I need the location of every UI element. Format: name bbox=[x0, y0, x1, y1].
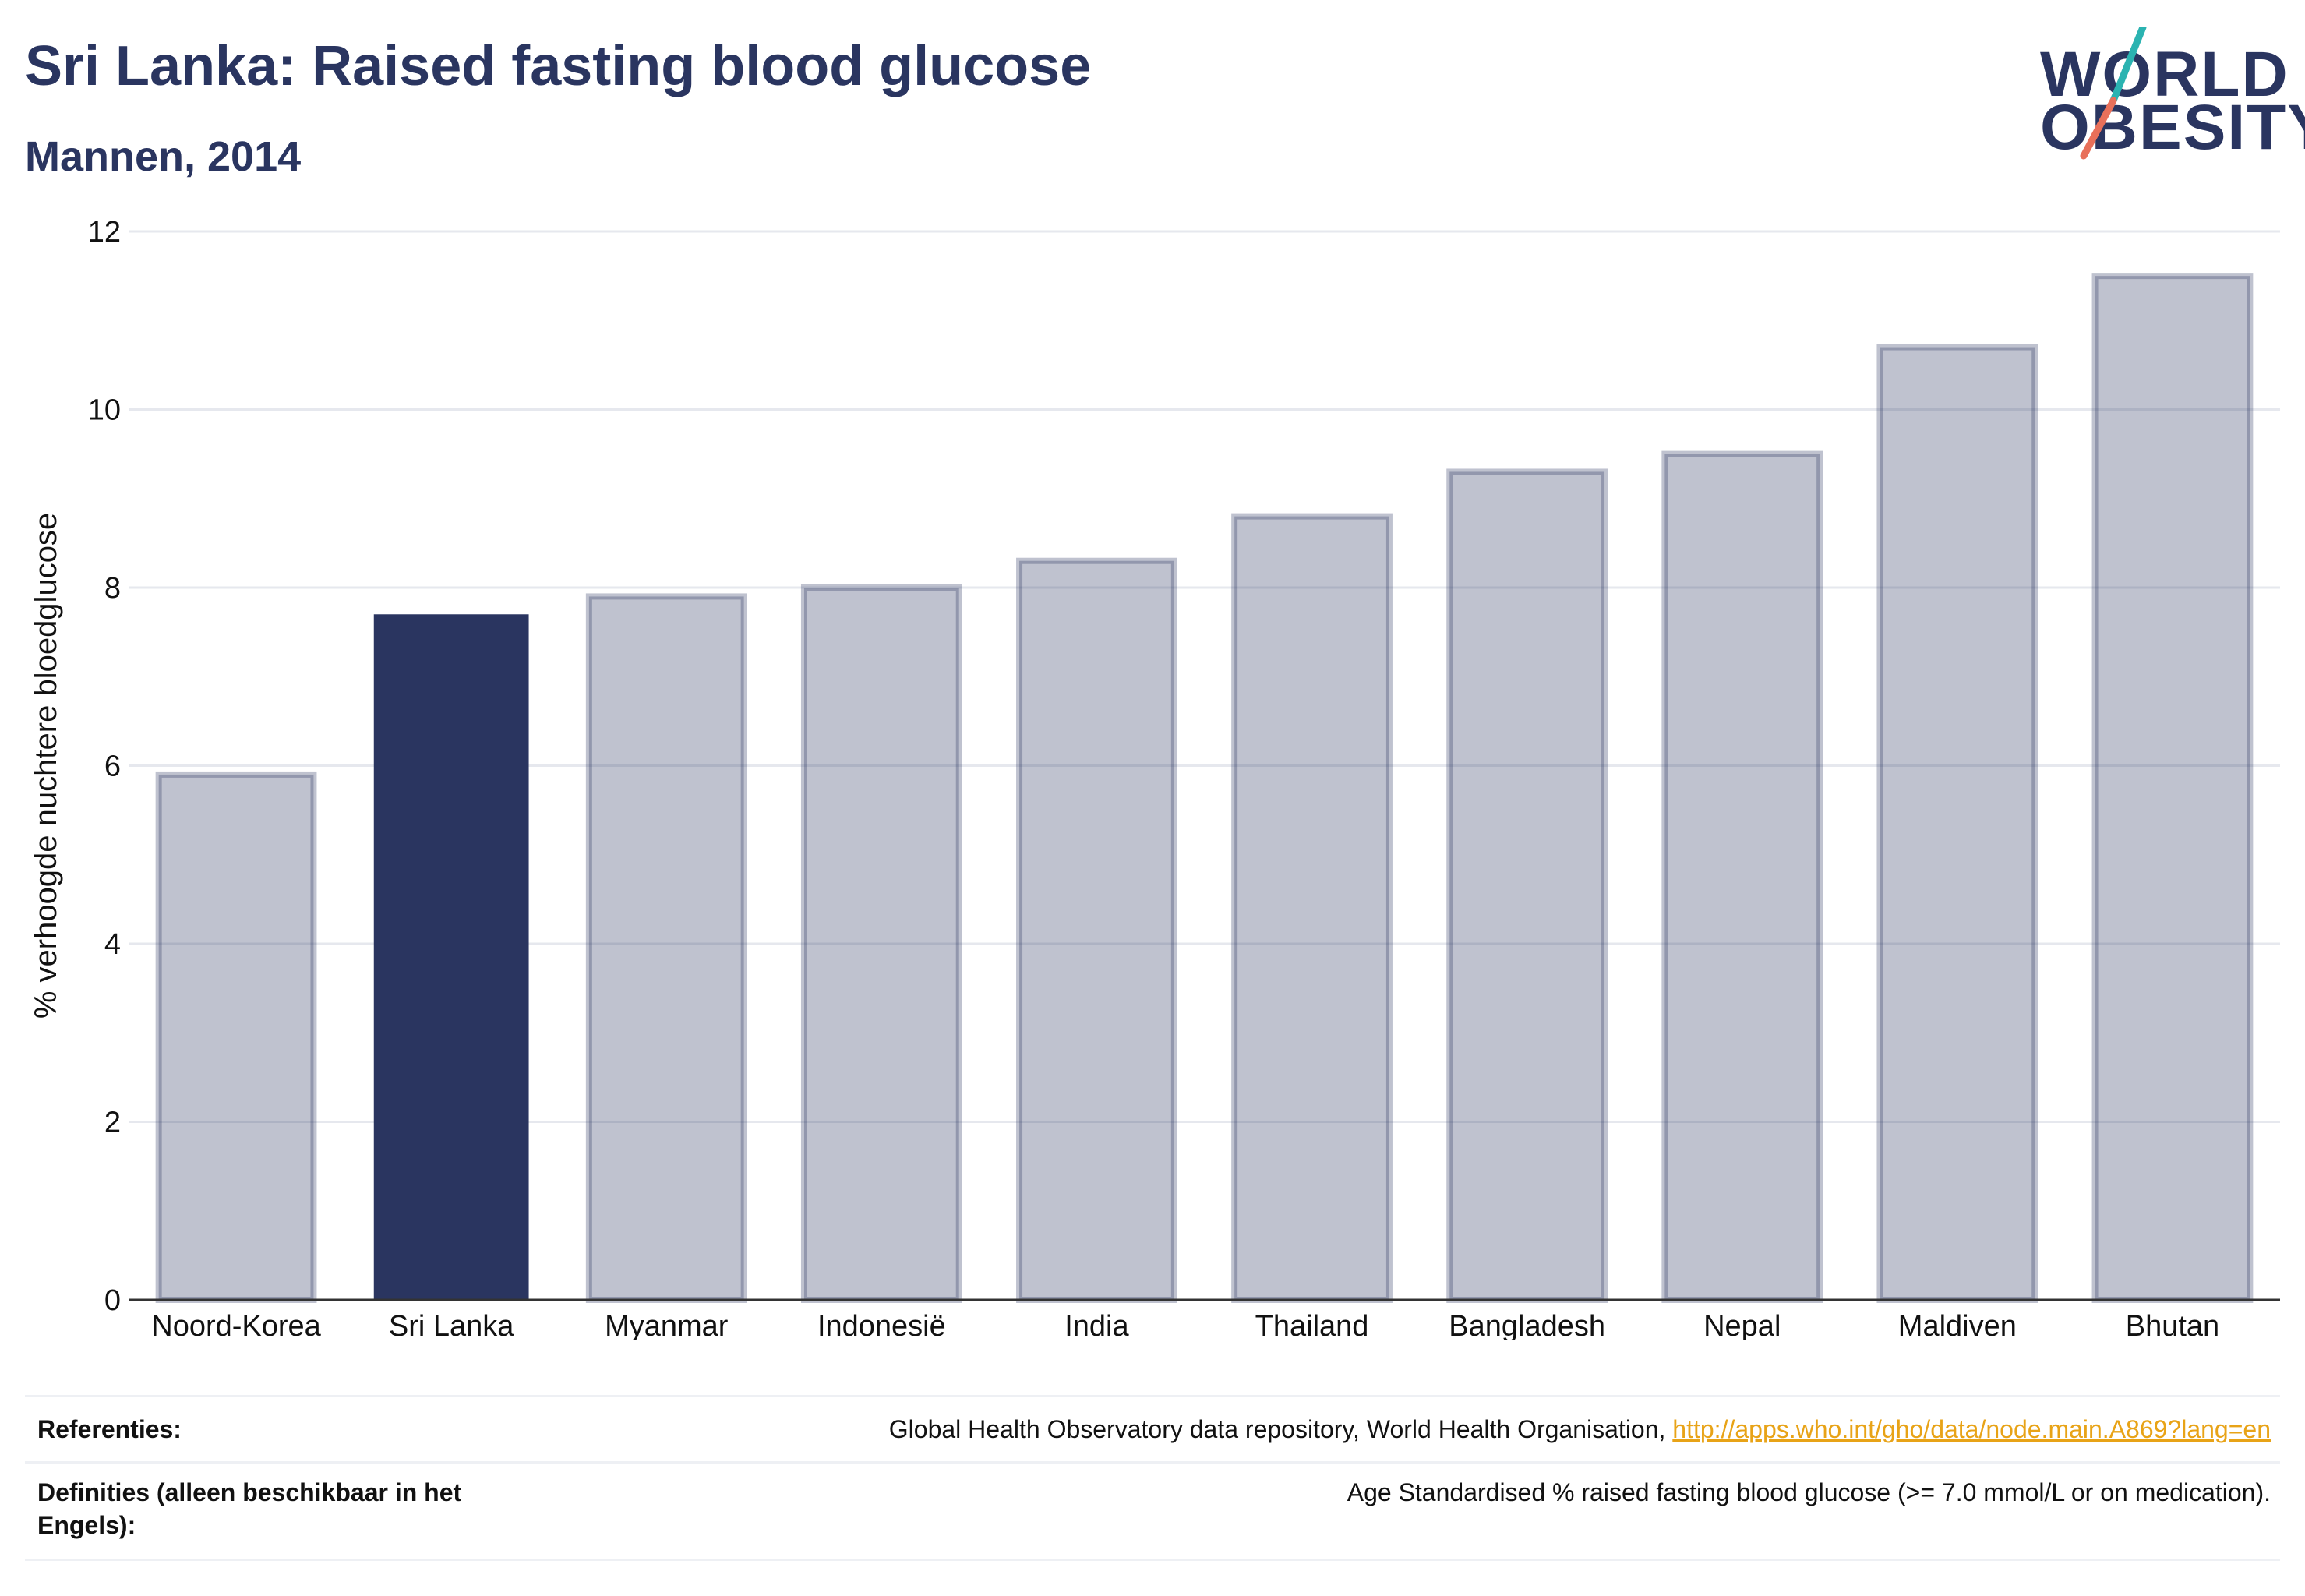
y-tick-label: 8 bbox=[104, 572, 121, 605]
x-tick-label: Noord-Korea bbox=[151, 1310, 321, 1340]
bar bbox=[585, 593, 747, 1303]
bar bbox=[1016, 557, 1177, 1304]
references-value: Global Health Observatory data repositor… bbox=[889, 1413, 2271, 1446]
x-tick-label: Sri Lanka bbox=[389, 1310, 514, 1340]
y-tick-label: 0 bbox=[104, 1284, 121, 1317]
y-tick-label: 10 bbox=[88, 394, 121, 427]
y-tick-label: 2 bbox=[104, 1107, 121, 1139]
chart-subtitle: Mannen, 2014 bbox=[25, 133, 302, 180]
y-tick-label: 4 bbox=[104, 928, 121, 961]
bar bbox=[1876, 344, 2038, 1303]
logo-slash-icon bbox=[2080, 27, 2147, 160]
x-tick-label: Bhutan bbox=[2126, 1310, 2219, 1340]
x-tick-label: Thailand bbox=[1255, 1310, 1369, 1340]
bar bbox=[1446, 468, 1608, 1304]
y-tick-label: 6 bbox=[104, 750, 121, 783]
world-obesity-logo: WORLD OBESITY bbox=[2026, 27, 2305, 164]
x-tick-label: Maldiven bbox=[1898, 1310, 2017, 1340]
references-label: Referenties: bbox=[37, 1415, 182, 1443]
definitions-label-line2: Engels): bbox=[37, 1511, 136, 1539]
logo-line1: WORLD bbox=[2040, 39, 2289, 110]
x-tick-label: Indonesië bbox=[817, 1310, 946, 1340]
bar bbox=[1231, 513, 1393, 1304]
bar bbox=[155, 771, 317, 1303]
chart-title: Sri Lanka: Raised fasting blood glucose bbox=[25, 35, 1092, 97]
definitions-row: Definities (alleen beschikbaar in het Eng… bbox=[25, 1461, 2280, 1561]
bar-highlight bbox=[373, 614, 529, 1300]
x-tick-label: India bbox=[1064, 1310, 1129, 1340]
references-text: Global Health Observatory data repositor… bbox=[888, 1415, 1673, 1443]
bar bbox=[800, 584, 962, 1303]
bar bbox=[2091, 273, 2254, 1303]
references-table: Referenties: Global Health Observatory d… bbox=[25, 1395, 2280, 1561]
y-tick-label: 12 bbox=[88, 216, 121, 249]
bar-chart: 0 2 4 6 8 10 12 % verhoogde nuchtere bloedgluco… bbox=[29, 216, 2280, 1340]
definitions-value: Age Standardised % raised fasting blood … bbox=[1347, 1478, 2271, 1506]
x-tick-label: Myanmar bbox=[605, 1310, 729, 1340]
definitions-label: Definities (alleen beschikbaar in het Eng… bbox=[37, 1476, 461, 1541]
references-link[interactable]: http://apps.who.int/gho/data/node.main.A… bbox=[1672, 1415, 2271, 1443]
definitions-label-line1: Definities (alleen beschikbaar in het bbox=[37, 1478, 462, 1506]
x-tick-label: Nepal bbox=[1703, 1310, 1781, 1340]
x-tick-label: Bangladesh bbox=[1449, 1310, 1605, 1340]
y-axis-label: % verhoogde nuchtere bloedglucose bbox=[29, 513, 63, 1019]
bar bbox=[1661, 450, 1823, 1303]
references-row: Referenties: Global Health Observatory d… bbox=[25, 1395, 2280, 1461]
